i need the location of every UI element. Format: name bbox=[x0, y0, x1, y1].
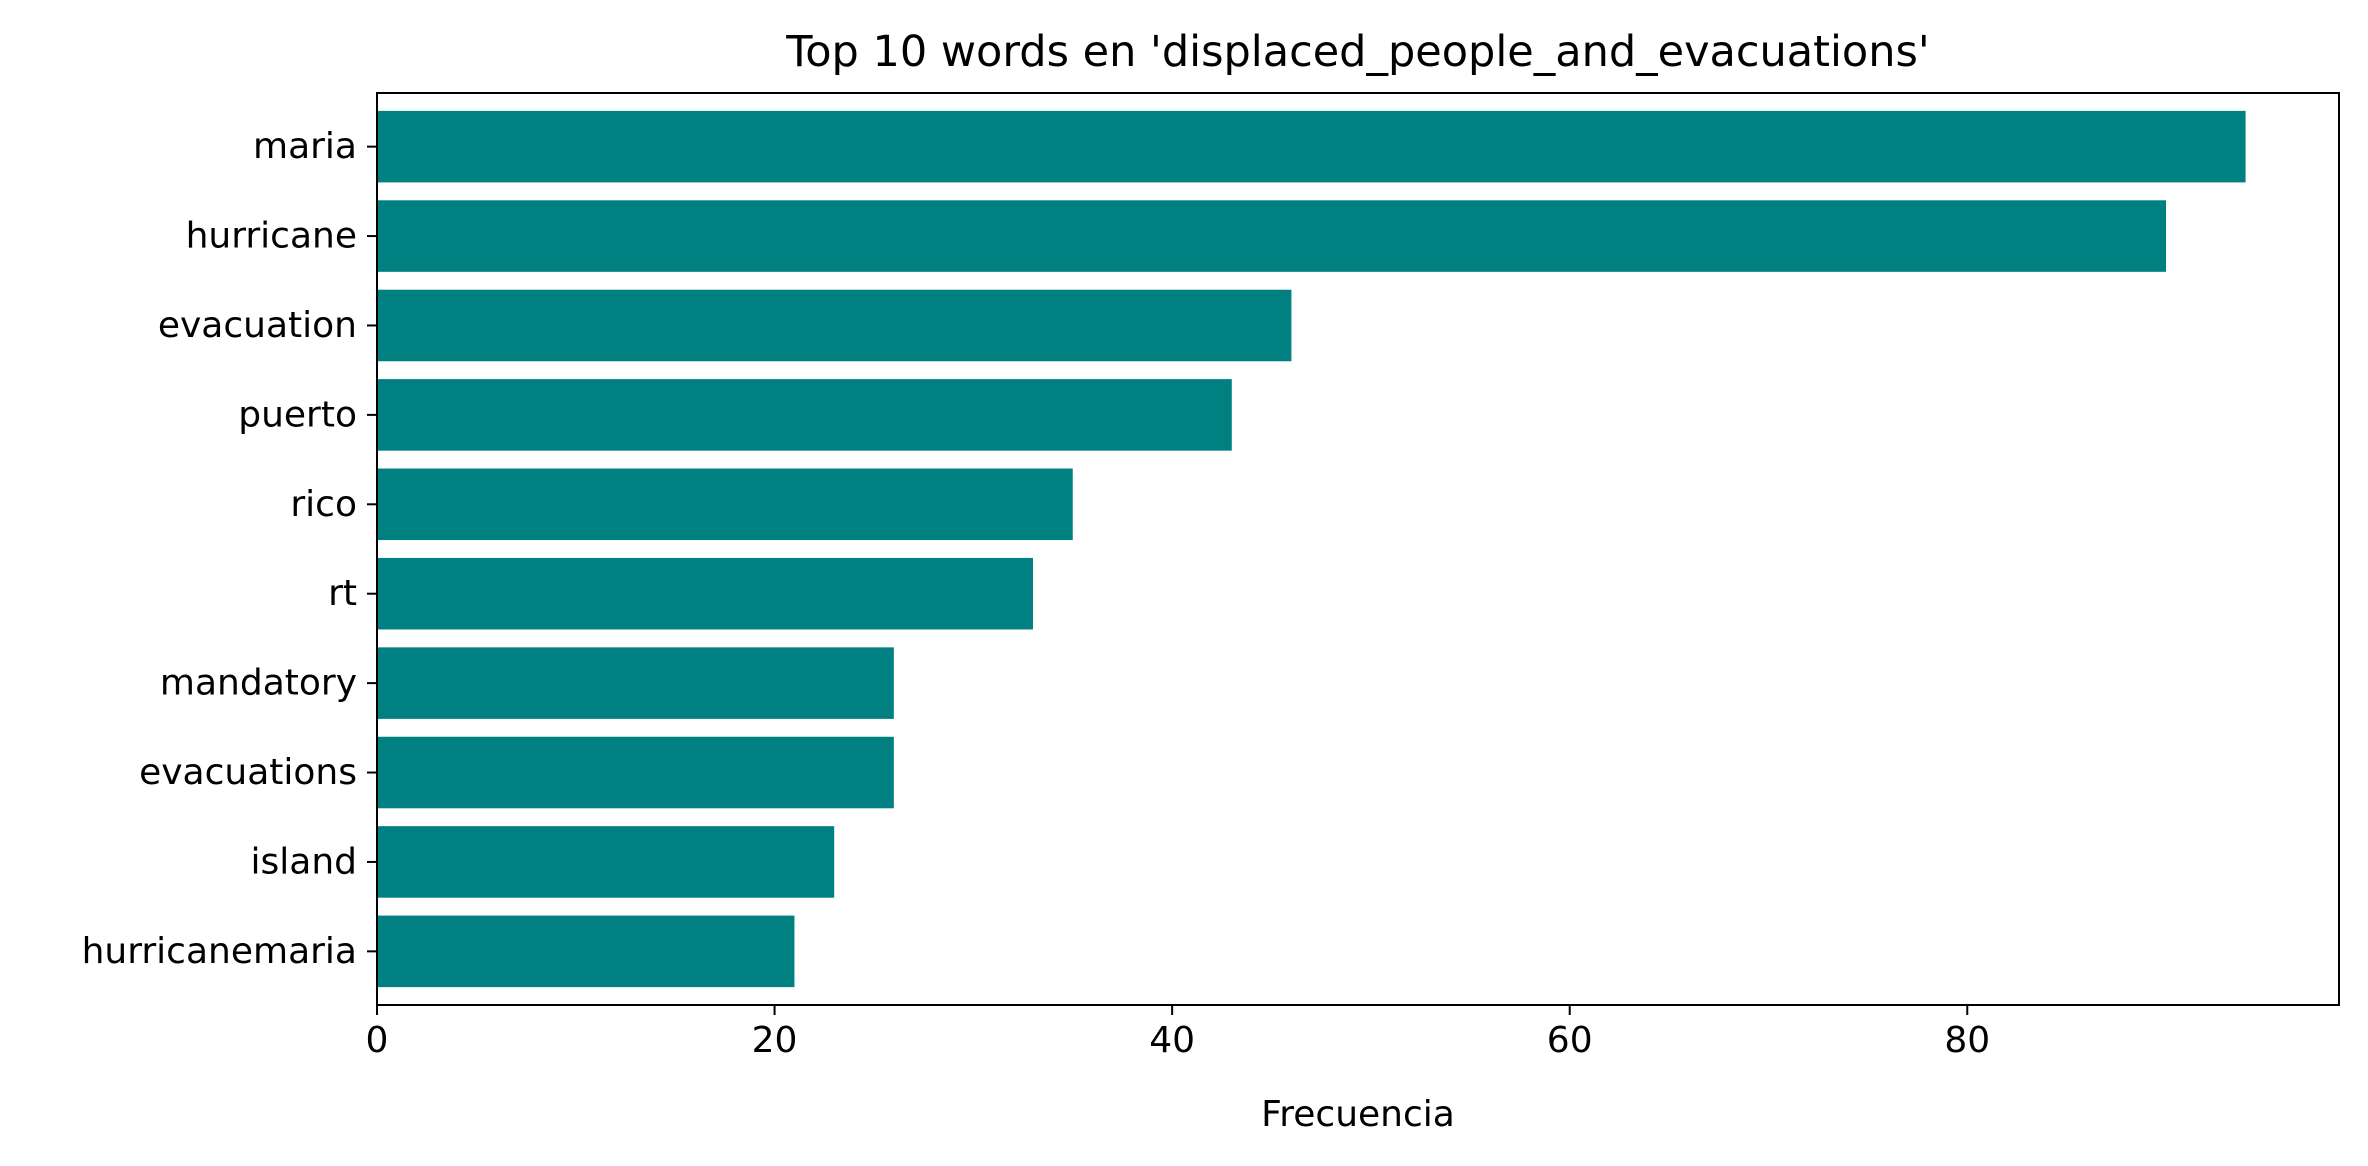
y-tick-label-puerto: puerto bbox=[238, 394, 357, 435]
x-tick-label-80: 80 bbox=[1944, 1020, 1990, 1061]
chart-title: Top 10 words en 'displaced_people_and_ev… bbox=[785, 27, 1929, 77]
y-tick-label-rt: rt bbox=[328, 573, 357, 614]
bars-group bbox=[377, 110, 2246, 988]
bar-hurricane bbox=[377, 200, 2167, 272]
y-tick-label-mandatory: mandatory bbox=[160, 663, 357, 704]
y-tick-label-hurricane: hurricane bbox=[186, 216, 357, 257]
x-axis: 0 20 40 60 80 bbox=[366, 1005, 1990, 1061]
plot-frame bbox=[376, 92, 2340, 1006]
y-tick-label-maria: maria bbox=[253, 126, 357, 167]
bar-hurricanemaria bbox=[377, 915, 795, 988]
bar-rico bbox=[377, 468, 1073, 541]
bar-rt bbox=[377, 557, 1033, 630]
y-axis: maria hurricane evacuation puerto rico rt mand… bbox=[82, 126, 377, 972]
x-tick-label-0: 0 bbox=[366, 1020, 389, 1061]
x-tick-label-40: 40 bbox=[1149, 1020, 1195, 1061]
bar-puerto bbox=[377, 379, 1232, 451]
y-tick-label-hurricanemaria: hurricanemaria bbox=[82, 931, 357, 972]
bar-island bbox=[377, 826, 835, 898]
y-tick-label-rico: rico bbox=[290, 484, 357, 525]
y-tick-label-evacuations: evacuations bbox=[139, 752, 357, 793]
y-tick-label-island: island bbox=[251, 841, 358, 882]
bar-maria bbox=[377, 110, 2246, 183]
x-tick-label-20: 20 bbox=[752, 1020, 798, 1061]
y-tick-label-evacuation: evacuation bbox=[158, 305, 357, 346]
bar-evacuation bbox=[377, 289, 1292, 362]
x-axis-label: Frecuencia bbox=[1261, 1094, 1455, 1135]
bar-mandatory bbox=[377, 647, 894, 719]
x-tick-label-60: 60 bbox=[1547, 1020, 1593, 1061]
bar-evacuations bbox=[377, 736, 894, 809]
